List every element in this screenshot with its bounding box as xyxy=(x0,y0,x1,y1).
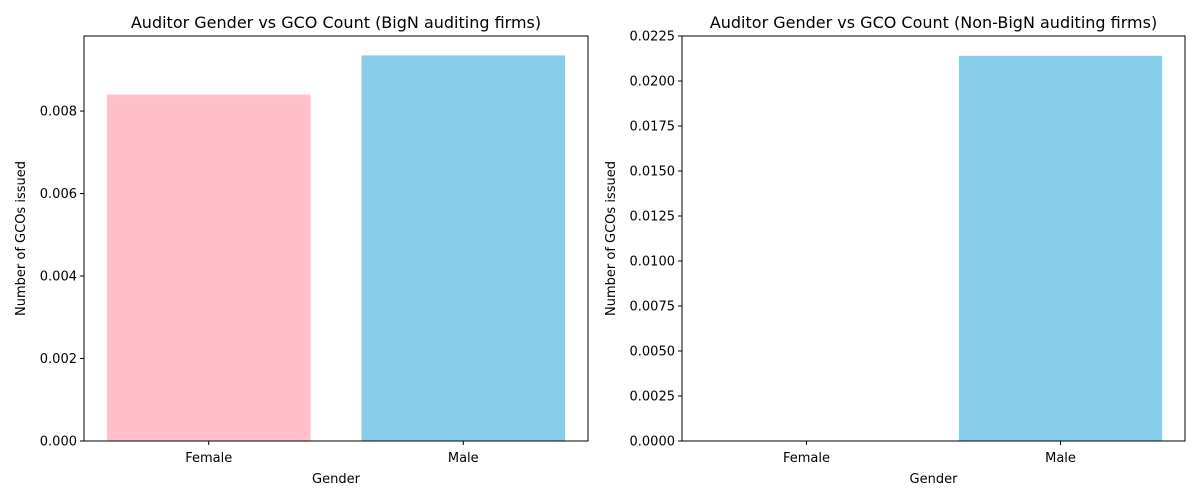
y-tick-label: 0.0200 xyxy=(630,75,676,90)
y-tick-label: 0.006 xyxy=(40,187,77,202)
y-tick-label: 0.0175 xyxy=(630,120,676,135)
x-tick-label: Male xyxy=(448,451,479,466)
x-axis-label: Gender xyxy=(910,472,959,487)
y-tick-label: 0.0050 xyxy=(630,345,676,360)
axes-frame xyxy=(83,35,589,442)
x-tick-label: Male xyxy=(1045,451,1076,466)
axes-frame xyxy=(681,35,1186,442)
bar-male xyxy=(958,55,1163,442)
bar-male xyxy=(361,55,566,441)
x-axis-label: Gender xyxy=(312,472,361,487)
y-tick-label: 0.004 xyxy=(40,270,77,285)
chart-title: Auditor Gender vs GCO Count (Non-BigN au… xyxy=(710,13,1157,32)
y-tick-label: 0.002 xyxy=(40,352,77,367)
y-axis-label: Number of GCOs issued xyxy=(14,161,29,316)
y-tick-label: 0.0125 xyxy=(630,210,676,225)
y-axis-label: Number of GCOs issued xyxy=(604,161,619,316)
y-tick-label: 0.0100 xyxy=(630,255,676,270)
y-tick-label: 0.0025 xyxy=(630,390,676,405)
y-tick-label: 0.0000 xyxy=(630,435,676,450)
x-tick-label: Female xyxy=(783,451,830,466)
chart-panel-1: 0.000 0.002 0.004 0.006 0.008 Female Male Audit… xyxy=(14,13,589,487)
chart-title: Auditor Gender vs GCO Count (BigN auditi… xyxy=(131,13,541,32)
x-tick-label: Female xyxy=(185,451,232,466)
chart-panel-2: 0.0000 0.0025 0.0050 0.0075 0.0100 0.0125 0.01… xyxy=(604,13,1186,487)
y-tick-label: 0.0225 xyxy=(630,30,676,45)
y-tick-label: 0.0150 xyxy=(630,165,676,180)
bar-female xyxy=(106,94,311,441)
y-tick-label: 0.0075 xyxy=(630,300,676,315)
y-tick-label: 0.000 xyxy=(40,435,77,450)
y-tick-label: 0.008 xyxy=(40,105,77,120)
